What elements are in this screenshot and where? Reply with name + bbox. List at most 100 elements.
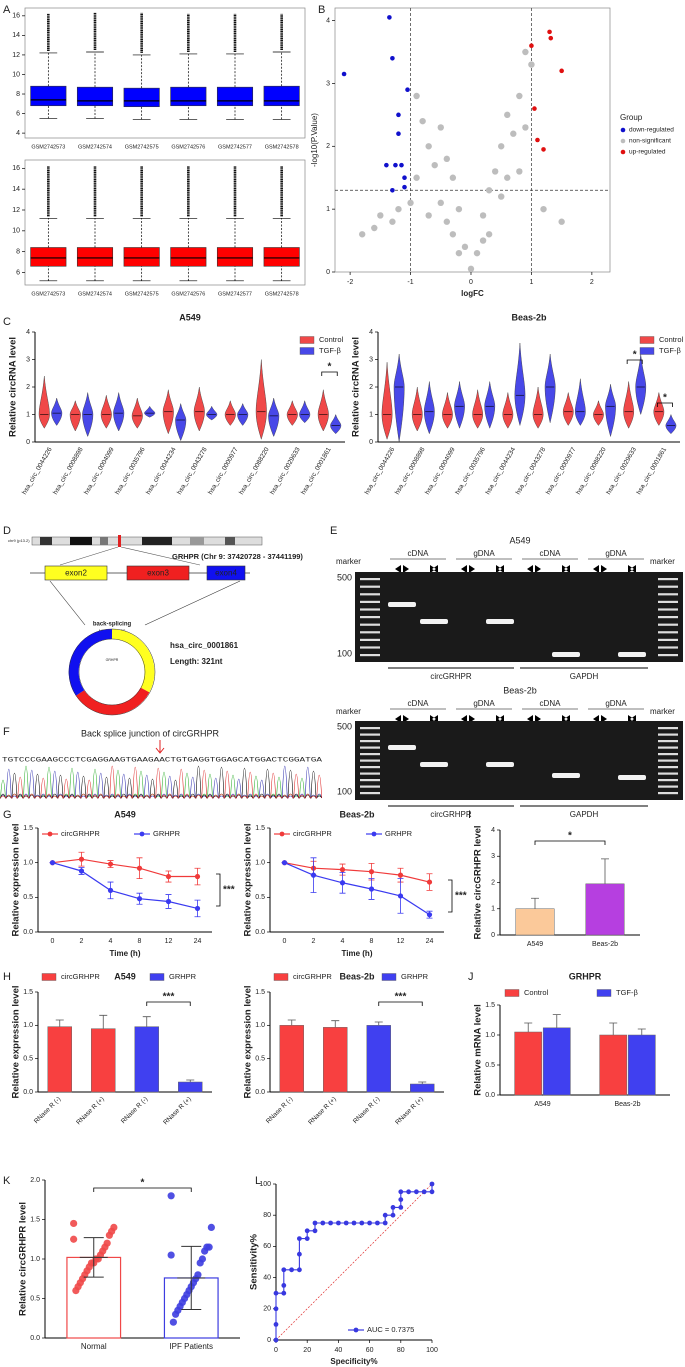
- point: [449, 231, 457, 238]
- y-tick-label: 1.0: [23, 860, 33, 867]
- ladder-band: [360, 753, 380, 756]
- ladder-band: [658, 740, 678, 743]
- point: [413, 174, 420, 181]
- gel-title: A549: [509, 535, 530, 545]
- point: [368, 886, 375, 892]
- junction-arrow: [155, 740, 165, 754]
- legend-swatch: [371, 831, 377, 837]
- y-tick-label: 0: [326, 269, 330, 276]
- violin: [100, 395, 112, 429]
- x-tick-label: 100: [426, 1347, 438, 1354]
- primer-arrow: [430, 565, 438, 573]
- violin: [38, 375, 50, 429]
- legend-swatch: [639, 336, 655, 344]
- y-tick-label: 1.5: [30, 1216, 40, 1223]
- ladder-band: [658, 646, 678, 649]
- ladder-band: [658, 608, 678, 611]
- y-tick-label: 3: [26, 356, 30, 363]
- ladder-band: [360, 779, 380, 782]
- ladder-band: [360, 727, 380, 730]
- significance-label: ***: [455, 891, 467, 902]
- ring-outline: [68, 628, 156, 716]
- violin: [424, 381, 435, 435]
- legend-label: Control: [319, 335, 344, 344]
- y-tick-label: 1.0: [23, 1022, 33, 1029]
- ladder-band: [658, 631, 678, 634]
- point: [390, 1212, 396, 1218]
- x-tick-label: hsa_circ_0029633: [269, 446, 302, 496]
- point: [367, 1220, 372, 1226]
- x-tick-label: RNase R (-): [352, 1096, 381, 1125]
- x-tick-label: hsa_circ_0000977: [207, 446, 240, 496]
- point: [398, 1197, 404, 1202]
- x-tick-label: RNase R (-): [33, 1096, 62, 1125]
- point: [559, 68, 564, 74]
- marker-label: marker: [650, 557, 675, 566]
- primer-arrow: [461, 565, 475, 573]
- y-tick-label: 0: [491, 932, 495, 939]
- lane-label: cDNA: [540, 549, 562, 558]
- gel: [355, 721, 683, 800]
- x-tick-label: hsa_circ_0004099: [83, 446, 116, 496]
- band: [100, 537, 108, 545]
- x-tick-label: GSM2742578: [265, 291, 299, 297]
- arrow: [144, 580, 241, 626]
- ladder-band: [658, 746, 678, 749]
- point: [491, 168, 499, 175]
- size-label: 500: [337, 721, 352, 731]
- y-tick-label: 4: [326, 17, 330, 24]
- y-tick-label: 1.5: [23, 989, 33, 996]
- marker-label: marker: [650, 707, 675, 716]
- point: [395, 205, 402, 213]
- plot-frame: [334, 7, 611, 273]
- ladder-band: [658, 785, 678, 788]
- x-tick-label: 2: [312, 938, 316, 945]
- point: [377, 212, 384, 219]
- diagram-d: chr9 (p13.2) GRHPR (Chr 9: 37420728 - 37…: [8, 535, 303, 716]
- bar: [515, 908, 555, 936]
- point: [281, 1290, 287, 1296]
- y-tick-label: 1.0: [485, 1032, 495, 1039]
- point: [532, 106, 537, 111]
- x-tick-label: -2: [347, 279, 353, 286]
- violin: [299, 400, 311, 424]
- point: [504, 174, 511, 181]
- point: [479, 212, 487, 219]
- size-label: 500: [337, 572, 352, 582]
- significance-bracket: [626, 359, 643, 364]
- y-tick-label: 4: [26, 329, 30, 336]
- gels-e: [355, 558, 683, 807]
- point: [351, 1220, 357, 1226]
- point: [421, 1189, 427, 1195]
- chart-title: GRHPR: [569, 971, 602, 981]
- point: [426, 879, 433, 885]
- y-tick-label: 16: [12, 13, 20, 20]
- box: [30, 85, 67, 107]
- x-tick-label: Normal: [81, 1342, 107, 1351]
- violin: [175, 403, 187, 442]
- x-tick-label: GSM2742578: [265, 144, 299, 150]
- box: [216, 247, 254, 267]
- point: [425, 143, 432, 150]
- point: [397, 893, 404, 899]
- ladder-band: [360, 772, 380, 775]
- circ-name: hsa_circ_0001861: [170, 641, 239, 650]
- y-tick-label: 0.0: [23, 1089, 33, 1096]
- point: [297, 1251, 302, 1257]
- x-tick-label: 40: [335, 1347, 343, 1354]
- target-label: GAPDH: [570, 810, 599, 819]
- legend-swatch: [596, 989, 612, 997]
- panel-label: G: [3, 809, 12, 821]
- point: [390, 1205, 396, 1210]
- y-tick-label: 1.5: [485, 1002, 495, 1009]
- primer-arrow: [562, 565, 570, 573]
- band: [420, 762, 448, 767]
- violin: [593, 400, 604, 426]
- y-tick-label: 0: [26, 439, 30, 446]
- y-tick-label: 0.5: [23, 894, 33, 901]
- legend-swatch: [620, 149, 626, 155]
- point: [281, 1283, 287, 1288]
- x-axis-label: Specificity%: [330, 1357, 377, 1366]
- bar: [178, 1081, 203, 1093]
- y-axis-label: Relative expression level: [11, 823, 22, 936]
